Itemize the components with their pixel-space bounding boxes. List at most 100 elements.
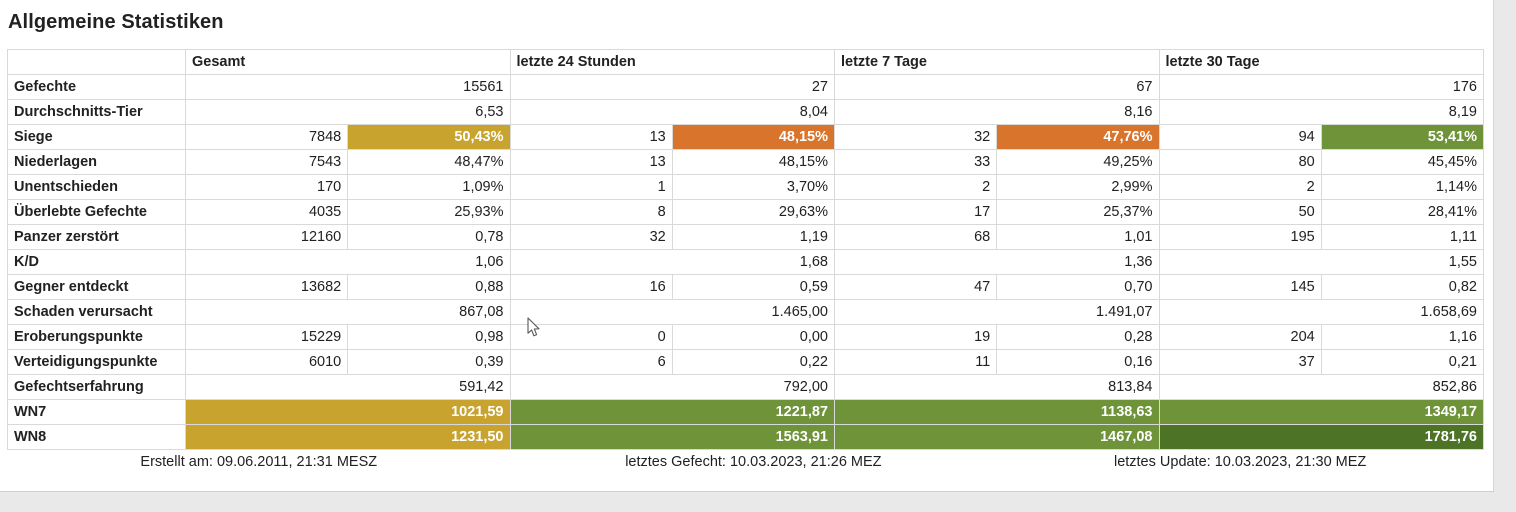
stat-count-cell: 50: [1158, 199, 1322, 225]
stat-value-cell: 0,98: [347, 324, 511, 350]
row-label: Verteidigungspunkte: [7, 349, 186, 375]
table-row: WN7 1021,59 1221,87 1138,63 1349,17: [7, 399, 1484, 425]
stat-value-cell: 53,41%: [1320, 124, 1485, 150]
stat-value-cell: 1349,17: [1158, 399, 1484, 425]
row-label: Gefechtserfahrung: [7, 374, 186, 400]
stat-value-cell: 15561: [185, 74, 511, 100]
stat-value-cell: 45,45%: [1320, 149, 1485, 175]
corner-cell: [7, 49, 186, 75]
stat-value-cell: 792,00: [509, 374, 835, 400]
stat-value-cell: 50,43%: [347, 124, 511, 150]
stat-count-cell: 8: [509, 199, 673, 225]
table-row: Eroberungspunkte 15229 0,98 0 0,00 19 0,28 204 1…: [7, 324, 1485, 350]
table-row: Verteidigungspunkte 6010 0,39 6 0,22 11 0,16 37…: [7, 349, 1485, 375]
header-row: Gesamt letzte 24 Stunden letzte 7 Tage letz…: [7, 49, 1484, 75]
table-row: WN8 1231,50 1563,91 1467,08 1781,76: [7, 424, 1484, 450]
stat-value-cell: 1221,87: [509, 399, 835, 425]
stat-value-cell: 852,86: [1158, 374, 1484, 400]
stat-count-cell: 6010: [184, 349, 349, 375]
row-label: Schaden verursacht: [7, 299, 186, 325]
group-header-0: Gesamt: [185, 49, 511, 75]
table-row: K/D 1,06 1,68 1,36 1,55: [7, 249, 1484, 275]
stat-value-cell: 591,42: [185, 374, 511, 400]
table-row: Unentschieden 170 1,09% 1 3,70% 2 2,99% 2 1,14%: [7, 174, 1485, 200]
content-panel: Allgemeine Statistiken Gesamt letzte 24 S…: [0, 0, 1494, 492]
stat-value-cell: 8,04: [509, 99, 835, 125]
table-row: Gefechte 15561 27 67 176: [7, 74, 1484, 100]
stat-count-cell: 11: [833, 349, 998, 375]
stat-value-cell: 1781,76: [1158, 424, 1484, 450]
footer-note-0: Erstellt am: 09.06.2011, 21:31 MESZ: [140, 454, 378, 471]
stat-value-cell: 1,19: [671, 224, 836, 250]
stat-value-cell: 2,99%: [996, 174, 1160, 200]
stat-count-cell: 2: [833, 174, 998, 200]
row-label: Niederlagen: [7, 149, 186, 175]
stat-count-cell: 204: [1158, 324, 1322, 350]
stat-value-cell: 176: [1158, 74, 1484, 100]
stat-count-cell: 195: [1158, 224, 1322, 250]
stat-count-cell: 7848: [184, 124, 349, 150]
stat-value-cell: 0,21: [1320, 349, 1485, 375]
row-label: Überlebte Gefechte: [7, 199, 186, 225]
stat-value-cell: 1.491,07: [834, 299, 1160, 325]
footer-note-2: letztes Update: 10.03.2023, 21:30 MEZ: [1113, 454, 1367, 471]
stats-table: Gesamt letzte 24 Stunden letzte 7 Tage letz…: [7, 49, 1485, 474]
stat-count-cell: 37: [1158, 349, 1322, 375]
stat-count-cell: 1: [509, 174, 673, 200]
stat-value-cell: 813,84: [834, 374, 1160, 400]
stat-value-cell: 0,88: [347, 274, 511, 300]
stat-value-cell: 8,16: [834, 99, 1160, 125]
stat-value-cell: 0,00: [671, 324, 836, 350]
stat-value-cell: 1,01: [996, 224, 1160, 250]
stat-count-cell: 94: [1158, 124, 1322, 150]
stat-count-cell: 80: [1158, 149, 1322, 175]
row-label: Eroberungspunkte: [7, 324, 186, 350]
stat-value-cell: 1231,50: [185, 424, 511, 450]
stat-value-cell: 29,63%: [671, 199, 836, 225]
table-row: Überlebte Gefechte 4035 25,93% 8 29,63% 17 25,…: [7, 199, 1485, 225]
stat-value-cell: 48,15%: [671, 149, 836, 175]
stat-count-cell: 6: [509, 349, 673, 375]
stat-value-cell: 48,15%: [671, 124, 836, 150]
stat-value-cell: 28,41%: [1320, 199, 1485, 225]
stat-count-cell: 68: [833, 224, 998, 250]
stat-value-cell: 8,19: [1158, 99, 1484, 125]
group-header-1: letzte 24 Stunden: [509, 49, 835, 75]
stat-count-cell: 12160: [184, 224, 349, 250]
stat-value-cell: 0,22: [671, 349, 836, 375]
stat-count-cell: 32: [833, 124, 998, 150]
stat-count-cell: 16: [509, 274, 673, 300]
table-footer: Erstellt am: 09.06.2011, 21:31 MESZ letzt…: [8, 450, 1484, 474]
stat-value-cell: 1563,91: [509, 424, 835, 450]
stat-value-cell: 1.465,00: [509, 299, 835, 325]
row-label: Durchschnitts-Tier: [7, 99, 186, 125]
stat-count-cell: 47: [833, 274, 998, 300]
row-label: Gegner entdeckt: [7, 274, 186, 300]
stat-value-cell: 0,78: [347, 224, 511, 250]
stat-value-cell: 1,09%: [347, 174, 511, 200]
stat-value-cell: 867,08: [185, 299, 511, 325]
footer-row: Erstellt am: 09.06.2011, 21:31 MESZ letzt…: [8, 450, 1484, 474]
stat-value-cell: 1.658,69: [1158, 299, 1484, 325]
table-header: Gesamt letzte 24 Stunden letzte 7 Tage letz…: [7, 49, 1484, 75]
table-row: Durchschnitts-Tier 6,53 8,04 8,16 8,19: [7, 99, 1484, 125]
stat-value-cell: 0,28: [996, 324, 1160, 350]
stat-value-cell: 1,36: [834, 249, 1160, 275]
stat-value-cell: 1021,59: [185, 399, 511, 425]
stat-count-cell: 170: [184, 174, 349, 200]
stat-count-cell: 7543: [184, 149, 349, 175]
page-title: Allgemeine Statistiken: [8, 11, 224, 33]
group-header-2: letzte 7 Tage: [834, 49, 1160, 75]
stat-value-cell: 48,47%: [347, 149, 511, 175]
stat-value-cell: 0,70: [996, 274, 1160, 300]
group-header-3: letzte 30 Tage: [1158, 49, 1484, 75]
stat-value-cell: 0,39: [347, 349, 511, 375]
stat-count-cell: 145: [1158, 274, 1322, 300]
row-label: Siege: [7, 124, 186, 150]
row-label: WN8: [7, 424, 186, 450]
stat-value-cell: 1138,63: [834, 399, 1160, 425]
stat-value-cell: 1,14%: [1320, 174, 1485, 200]
table-row: Gefechtserfahrung 591,42 792,00 813,84 852,8…: [7, 374, 1484, 400]
stat-count-cell: 32: [509, 224, 673, 250]
stat-count-cell: 15229: [184, 324, 349, 350]
